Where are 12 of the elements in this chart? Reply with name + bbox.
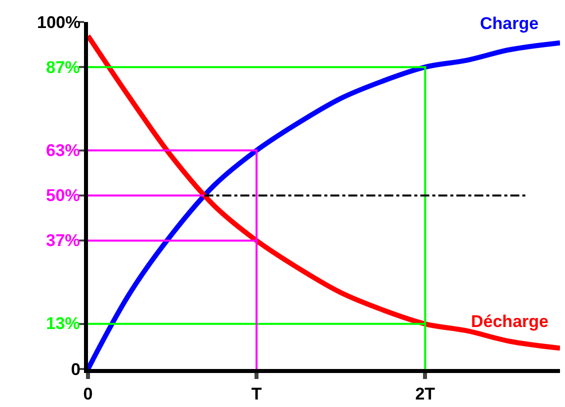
series-label: Décharge	[471, 312, 548, 331]
y-tick-label: 0	[71, 360, 80, 379]
y-tick-label: 87%	[46, 58, 80, 77]
series-label: Charge	[480, 14, 539, 33]
y-tick-label: 63%	[46, 141, 80, 160]
x-tick-label: 0	[83, 384, 93, 404]
x-tick-label: 2T	[415, 384, 436, 404]
y-tick-label: 100%	[37, 13, 80, 32]
y-tick-label: 13%	[46, 314, 80, 333]
y-tick-label: 37%	[46, 231, 80, 250]
y-tick-label: 50%	[46, 186, 80, 205]
x-tick-label: T	[251, 384, 262, 404]
